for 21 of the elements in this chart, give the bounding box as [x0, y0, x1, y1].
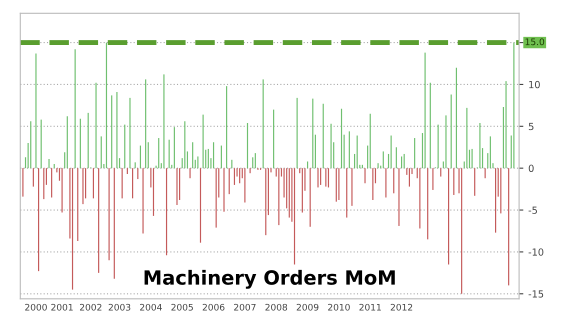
x-tick-label: 2004 — [140, 304, 162, 311]
x-tick-label: 2012 — [390, 304, 412, 311]
x-tick-label: 2002 — [80, 304, 102, 311]
y-tick-label: 0 — [528, 164, 534, 172]
x-tick-label: 2001 — [51, 304, 73, 311]
x-tick-label: 2008 — [265, 304, 288, 311]
x-tick-label: 2009 — [296, 304, 318, 311]
x-tick-label: 2000 — [25, 304, 47, 311]
x-tick-label: 2003 — [108, 304, 130, 311]
y-tick-label: 5 — [528, 122, 534, 130]
ref-line-label: 15.0 — [526, 38, 544, 46]
y-tick-label: -15 — [528, 290, 544, 298]
y-tick-label: 10 — [529, 80, 540, 88]
x-tick-label: 2007 — [234, 304, 256, 311]
text: Machinery Orders MoM — [144, 270, 395, 289]
y-tick-label: -10 — [528, 248, 544, 256]
x-tick-label: 2010 — [328, 304, 350, 311]
x-tick-label: 2006 — [202, 304, 224, 311]
x-tick-label: 2011 — [359, 304, 381, 311]
y-tick-label: -5 — [528, 206, 537, 214]
x-tick-label: 2005 — [171, 304, 193, 311]
